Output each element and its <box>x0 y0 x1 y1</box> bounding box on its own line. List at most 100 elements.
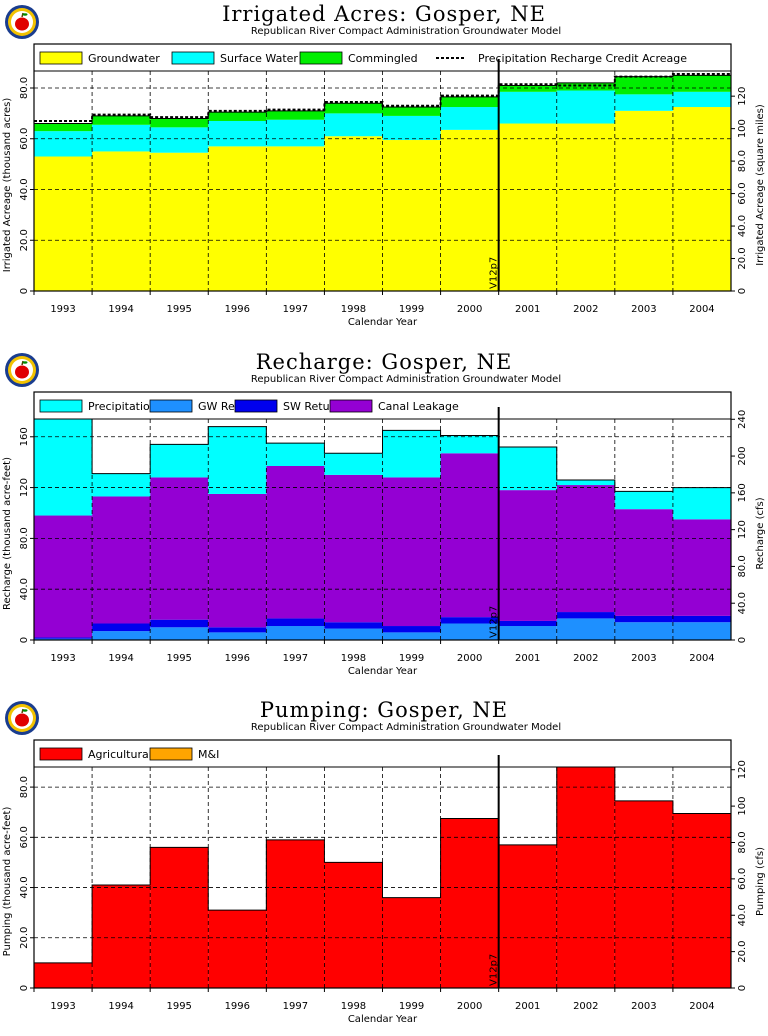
ytick-label-left: 80.0 <box>19 77 30 99</box>
xtick-label-1996: 1996 <box>225 1001 250 1012</box>
bar-commingled-1996 <box>208 112 267 121</box>
ytick-label-left: 20.0 <box>19 927 30 949</box>
legend-label-canal-leakage: Canal Leakage <box>378 400 459 413</box>
chart-subtitle: Republican River Compact Administration … <box>250 26 562 37</box>
bar-agricultural-2001 <box>498 844 557 988</box>
bar-canal-leakage-1994 <box>92 496 151 624</box>
bar-canal-leakage-2004 <box>672 519 731 616</box>
ytick-label-right: 20.0 <box>737 940 748 962</box>
legend-swatch-gw-returns <box>149 399 193 413</box>
apple-seal-icon <box>4 4 40 40</box>
bar-sw-returns-1996 <box>208 627 267 633</box>
y-axis-label: Recharge (thousand acre-feet) <box>2 457 13 610</box>
bar-gw-returns-2002 <box>556 618 615 640</box>
recharge-panel: Recharge: Gosper, NE Republican River Co… <box>0 348 768 688</box>
bar-precipitation-2004 <box>672 487 731 520</box>
legend-label-m-i: M&I <box>198 748 219 761</box>
bar-gw-returns-2003 <box>614 622 673 640</box>
legend-swatch-groundwater <box>39 51 83 65</box>
bar-surface-water-2004 <box>672 91 731 108</box>
bar-groundwater-1997 <box>266 146 325 291</box>
xtick-label-2000: 2000 <box>457 1001 482 1012</box>
xtick-label-2004: 2004 <box>689 653 714 664</box>
bar-agricultural-1999 <box>382 897 441 988</box>
legend-label-groundwater: Groundwater <box>88 52 160 65</box>
ytick-label-left: 60.0 <box>19 128 30 150</box>
bar-agricultural-1997 <box>266 839 325 988</box>
xtick-label-1994: 1994 <box>108 1001 133 1012</box>
bar-sw-returns-1998 <box>324 622 383 629</box>
xtick-label-1996: 1996 <box>225 304 250 315</box>
bar-commingled-2003 <box>614 76 673 95</box>
xtick-label-1995: 1995 <box>166 304 191 315</box>
chart-subtitle: Republican River Compact Administration … <box>250 374 562 385</box>
bar-agricultural-2002 <box>556 767 615 988</box>
bar-commingled-1994 <box>92 115 151 125</box>
legend-swatch-canal-leakage <box>329 399 373 413</box>
legend-swatch-surface-water <box>171 51 215 65</box>
xtick-label-1999: 1999 <box>399 653 424 664</box>
xtick-label-1993: 1993 <box>50 653 75 664</box>
bar-commingled-2000 <box>440 96 499 108</box>
xtick-label-2003: 2003 <box>631 1001 656 1012</box>
bar-precipitation-1999 <box>382 430 441 478</box>
xtick-label-1997: 1997 <box>283 304 308 315</box>
xtick-label-2002: 2002 <box>573 304 598 315</box>
legend-swatch-m-i <box>149 747 193 761</box>
bar-canal-leakage-2002 <box>556 485 615 613</box>
bar-gw-returns-2004 <box>672 622 731 640</box>
bar-gw-returns-2000 <box>440 623 499 640</box>
bar-surface-water-1995 <box>150 127 209 153</box>
bar-gw-returns-1994 <box>92 631 151 640</box>
version-marker-label: V12p7 <box>489 954 500 986</box>
bar-agricultural-1996 <box>208 910 267 988</box>
xtick-label-1998: 1998 <box>341 653 366 664</box>
bar-gw-returns-1999 <box>382 632 441 640</box>
bar-agricultural-1995 <box>150 847 209 988</box>
bar-groundwater-2002 <box>556 123 615 291</box>
ytick-label-left: 120 <box>19 478 30 497</box>
ytick-label-left: 60.0 <box>19 826 30 848</box>
bar-sw-returns-2004 <box>672 615 731 623</box>
legend-label-precipitation-recharge-credit-acreage: Precipitation Recharge Credit Acreage <box>478 52 687 65</box>
bar-precipitation-1997 <box>266 443 325 466</box>
xtick-label-1998: 1998 <box>341 304 366 315</box>
ytick-label-left: 40.0 <box>19 578 30 600</box>
xtick-label-1995: 1995 <box>166 653 191 664</box>
y-axis-label: Pumping (thousand acre-feet) <box>2 807 13 957</box>
bar-groundwater-1998 <box>324 136 383 291</box>
bar-precipitation-1995 <box>150 444 209 478</box>
bar-commingled-1995 <box>150 118 209 128</box>
bar-groundwater-2000 <box>440 129 499 291</box>
bar-sw-returns-2002 <box>556 612 615 619</box>
ytick-label-left: 160 <box>19 427 30 446</box>
chart-title: Irrigated Acres: Gosper, NE <box>222 2 546 26</box>
xtick-label-1996: 1996 <box>225 653 250 664</box>
bar-commingled-2002 <box>556 82 615 91</box>
bar-surface-water-2001 <box>498 91 557 124</box>
xtick-label-1997: 1997 <box>283 1001 308 1012</box>
bar-gw-returns-1993 <box>34 638 93 640</box>
legend-label-agricultural: Agricultural <box>88 748 152 761</box>
bar-precipitation-2000 <box>440 435 499 454</box>
bar-commingled-2004 <box>672 75 731 92</box>
y-axis-label-right: Recharge (cfs) <box>755 497 766 569</box>
legend-swatch-precipitation <box>39 399 83 413</box>
xtick-label-1998: 1998 <box>341 1001 366 1012</box>
bar-sw-returns-1999 <box>382 626 441 633</box>
bar-sw-returns-1995 <box>150 619 209 628</box>
bar-canal-leakage-1998 <box>324 474 383 623</box>
ytick-label-right: 40.0 <box>737 904 748 926</box>
bar-agricultural-1993 <box>34 962 93 988</box>
bar-precipitation-2001 <box>498 446 557 491</box>
bar-canal-leakage-1996 <box>208 493 267 628</box>
ytick-label-right: 40.0 <box>737 592 748 614</box>
xtick-label-2002: 2002 <box>573 1001 598 1012</box>
ytick-label-right: 0 <box>737 985 748 991</box>
xtick-label-2000: 2000 <box>457 653 482 664</box>
xtick-label-1993: 1993 <box>50 304 75 315</box>
bar-surface-water-1998 <box>324 113 383 137</box>
legend-label-surface-water: Surface Water <box>220 52 298 65</box>
